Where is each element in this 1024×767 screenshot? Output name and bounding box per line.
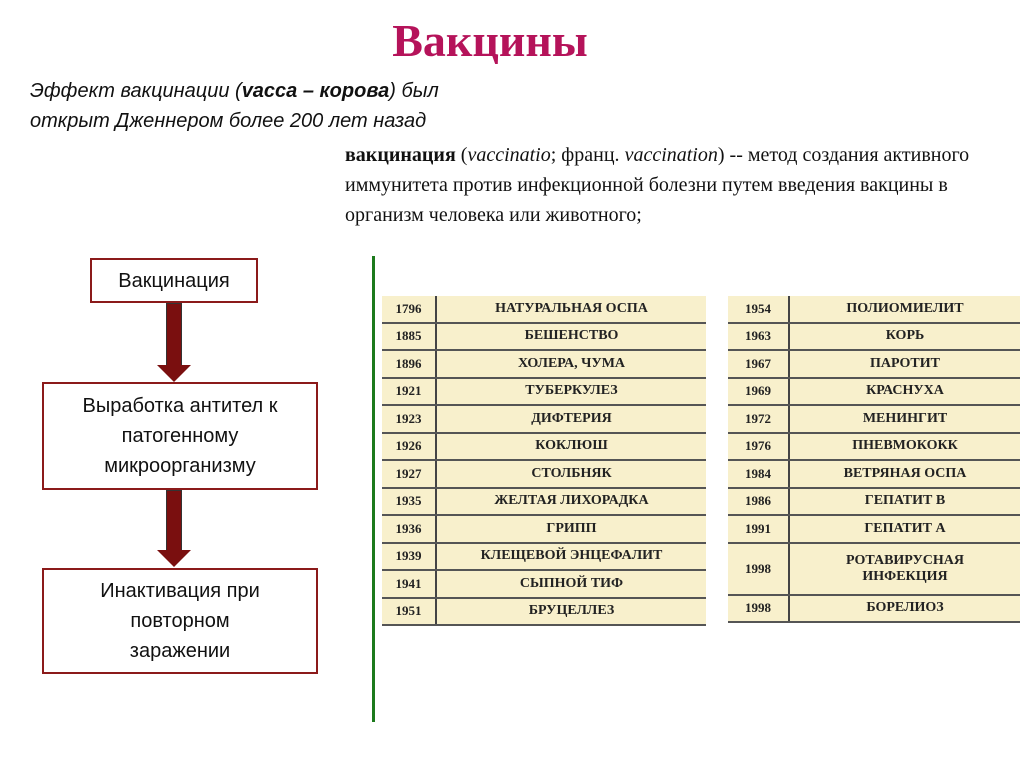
disease-cell: БОРЕЛИОЗ (789, 594, 1020, 623)
year-cell: 1986 (728, 487, 790, 516)
year-cell: 1984 (728, 460, 790, 489)
flow-box-inactivation: Инактивация при повторном заражении (42, 568, 318, 674)
year-cell: 1936 (382, 515, 437, 544)
disease-cell: БЕШЕНСТВО (436, 322, 706, 351)
table-row: 1963 КОРЬ (728, 322, 1020, 351)
year-cell: 1972 (728, 405, 790, 434)
disease-cell: ХОЛЕРА, ЧУМА (436, 350, 706, 379)
disease-cell: СЫПНОЙ ТИФ (436, 570, 706, 599)
def-french: vaccination (624, 144, 718, 166)
table-row: 1998 РОТАВИРУСНАЯ ИНФЕКЦИЯ (728, 542, 1020, 596)
disease-cell: ГЕПАТИТ А (789, 515, 1020, 544)
def-text: ; франц. (550, 144, 625, 166)
year-cell: 1998 (728, 594, 790, 623)
table-row: 1923 ДИФТЕРИЯ (382, 405, 706, 434)
disease-cell: ГЕПАТИТ В (789, 487, 1020, 516)
year-cell: 1796 (382, 296, 437, 324)
year-cell: 1954 (728, 296, 790, 324)
year-cell: 1991 (728, 515, 790, 544)
table-row: 1885 БЕШЕНСТВО (382, 322, 706, 351)
intro-part: ) был (389, 80, 439, 102)
disease-cell: ЖЕЛТАЯ ЛИХОРАДКА (436, 487, 706, 516)
year-cell: 1941 (382, 570, 437, 599)
year-cell: 1969 (728, 377, 790, 406)
table-row: 1936 ГРИПП (382, 515, 706, 544)
table-row: 1976 ПНЕВМОКОКК (728, 432, 1020, 461)
year-cell: 1935 (382, 487, 437, 516)
slide-title: Вакцины (392, 15, 588, 66)
year-cell: 1921 (382, 377, 437, 406)
disease-cell: КРАСНУХА (789, 377, 1020, 406)
table-row: 1991 ГЕПАТИТ А (728, 515, 1020, 544)
disease-cell: ВЕТРЯНАЯ ОСПА (789, 460, 1020, 489)
table-row: 1921 ТУБЕРКУЛЕЗ (382, 377, 706, 406)
table-row: 1941 СЫПНОЙ ТИФ (382, 570, 706, 599)
year-cell: 1939 (382, 542, 437, 571)
arrow-down-icon (157, 303, 191, 382)
table-row: 1951 БРУЦЕЛЛЕЗ (382, 597, 706, 626)
disease-cell: КЛЕЩЕВОЙ ЭНЦЕФАЛИТ (436, 542, 706, 571)
def-text: ) -- метод создания активного иммунитета… (345, 144, 970, 226)
def-text: ( (455, 144, 468, 166)
disease-cell: СТОЛБНЯК (436, 460, 706, 489)
table-row: 1796 НАТУРАЛЬНАЯ ОСПА (382, 296, 706, 324)
disease-cell: ДИФТЕРИЯ (436, 405, 706, 434)
year-cell: 1976 (728, 432, 790, 461)
table-row: 1954 ПОЛИОМИЕЛИТ (728, 296, 1020, 324)
flow-box-antibodies: Выработка антител к патогенному микроорг… (42, 382, 318, 490)
table-row: 1998 БОРЕЛИОЗ (728, 594, 1020, 623)
intro-text: Эффект вакцинации (vacca – корова) был о… (30, 76, 439, 136)
flow-box-vaccination: Вакцинация (90, 258, 258, 303)
intro-line2: открыт Дженнером более 200 лет назад (30, 110, 427, 132)
disease-cell: ПОЛИОМИЕЛИТ (789, 296, 1020, 324)
intro-part: Эффект вакцинации ( (30, 80, 242, 102)
vaccine-table-right: 1954 ПОЛИОМИЕЛИТ 1963 КОРЬ 1967 ПАРОТИТ 1969 КР… (728, 296, 1020, 623)
disease-cell: ПНЕВМОКОКК (789, 432, 1020, 461)
intro-bold: vacca – корова (241, 80, 390, 102)
year-cell: 1896 (382, 350, 437, 379)
disease-cell: НАТУРАЛЬНАЯ ОСПА (436, 296, 706, 324)
year-cell: 1923 (382, 405, 437, 434)
definition-term: вакцинация (345, 144, 456, 166)
disease-cell: РОТАВИРУСНАЯ ИНФЕКЦИЯ (789, 542, 1020, 596)
table-row: 1984 ВЕТРЯНАЯ ОСПА (728, 460, 1020, 489)
year-cell: 1926 (382, 432, 437, 461)
arrow-down-icon (157, 490, 191, 567)
year-cell: 1885 (382, 322, 437, 351)
table-row: 1986 ГЕПАТИТ В (728, 487, 1020, 516)
vaccine-table-left: 1796 НАТУРАЛЬНАЯ ОСПА 1885 БЕШЕНСТВО 1896 ХОЛ… (382, 296, 706, 626)
year-cell: 1951 (382, 597, 437, 626)
disease-cell: ТУБЕРКУЛЕЗ (436, 377, 706, 406)
table-row: 1967 ПАРОТИТ (728, 350, 1020, 379)
year-cell: 1963 (728, 322, 790, 351)
disease-cell: ПАРОТИТ (789, 350, 1020, 379)
year-cell: 1967 (728, 350, 790, 379)
disease-cell: МЕНИНГИТ (789, 405, 1020, 434)
table-row: 1926 КОКЛЮШ (382, 432, 706, 461)
divider-line (372, 256, 375, 722)
table-row: 1939 КЛЕЩЕВОЙ ЭНЦЕФАЛИТ (382, 542, 706, 571)
table-row: 1972 МЕНИНГИТ (728, 405, 1020, 434)
disease-cell: КОКЛЮШ (436, 432, 706, 461)
table-row: 1935 ЖЕЛТАЯ ЛИХОРАДКА (382, 487, 706, 516)
definition: вакцинация (vaccinatio; франц. vaccinati… (345, 140, 1015, 230)
disease-cell: БРУЦЕЛЛЕЗ (436, 597, 706, 626)
year-cell: 1927 (382, 460, 437, 489)
def-latin: vaccinatio (467, 144, 551, 166)
table-row: 1896 ХОЛЕРА, ЧУМА (382, 350, 706, 379)
year-cell: 1998 (728, 542, 790, 596)
disease-cell: ГРИПП (436, 515, 706, 544)
disease-cell: КОРЬ (789, 322, 1020, 351)
table-row: 1927 СТОЛБНЯК (382, 460, 706, 489)
table-row: 1969 КРАСНУХА (728, 377, 1020, 406)
